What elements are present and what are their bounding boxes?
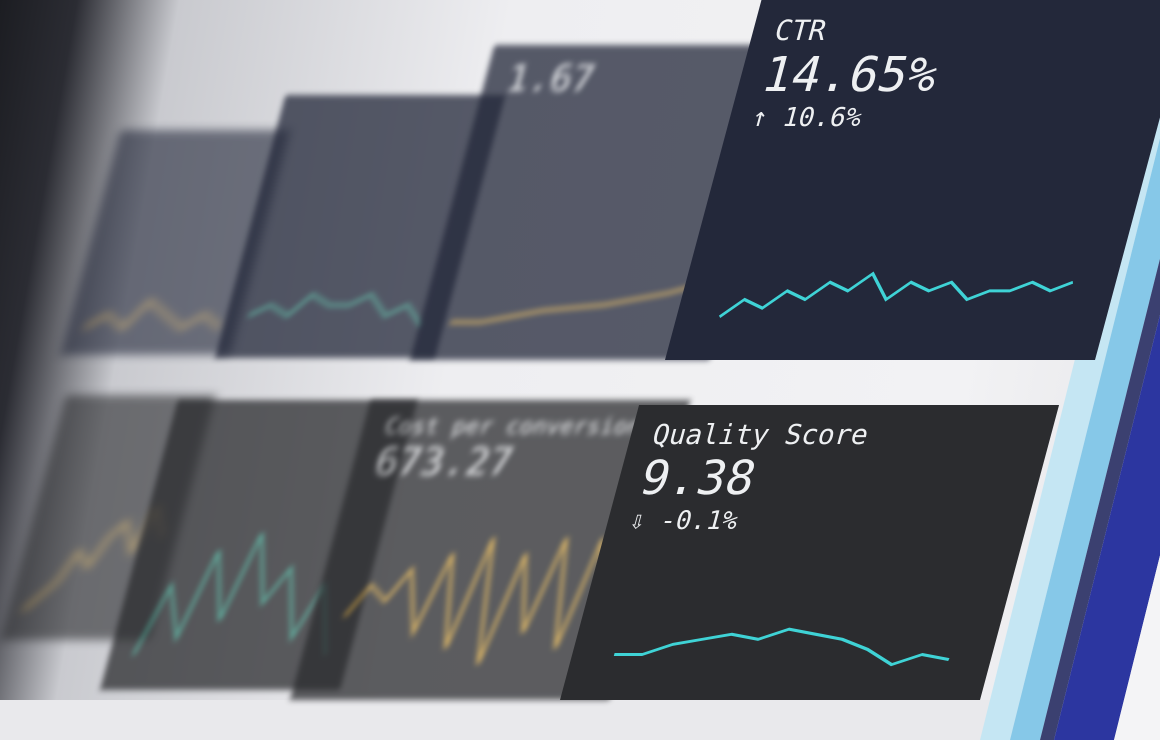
sparkline (410, 171, 761, 360)
sparkline-line (133, 533, 358, 655)
sparkline-line (720, 274, 1076, 317)
sparkline (665, 144, 1153, 360)
metric-card[interactable] (60, 130, 291, 355)
sparkline-line (332, 538, 622, 664)
metric-change: ↑ 10.6% (747, 103, 866, 133)
sparkline (560, 523, 1027, 700)
metric-card[interactable] (100, 400, 418, 690)
metric-value: 1.67 (501, 59, 600, 100)
sparkline (215, 200, 477, 358)
sparkline (100, 516, 387, 690)
metric-label: Quality Score (648, 419, 873, 451)
sparkline-line (245, 295, 429, 327)
metric-card[interactable]: CTR 14.65% ↑ 10.6% (665, 0, 1160, 360)
sparkline-line (611, 629, 956, 664)
sparkline (60, 220, 266, 355)
metric-card[interactable]: 1.67 (410, 45, 795, 360)
metric-card[interactable]: Cost per conversion 673.27 (290, 400, 691, 700)
metric-card[interactable] (215, 95, 506, 358)
sparkline (290, 520, 658, 700)
metric-card[interactable]: Quality Score 9.38 ⇩ -0.1% (560, 405, 1060, 700)
metric-value: 14.65% (755, 47, 945, 103)
metric-value: 673.27 (369, 440, 519, 484)
sparkline-line (84, 301, 227, 328)
sparkline-line (450, 284, 700, 322)
metric-label: Cost per conversion (381, 414, 645, 440)
metric-value: 9.38 (633, 451, 763, 506)
metric-label: CTR (770, 14, 831, 47)
